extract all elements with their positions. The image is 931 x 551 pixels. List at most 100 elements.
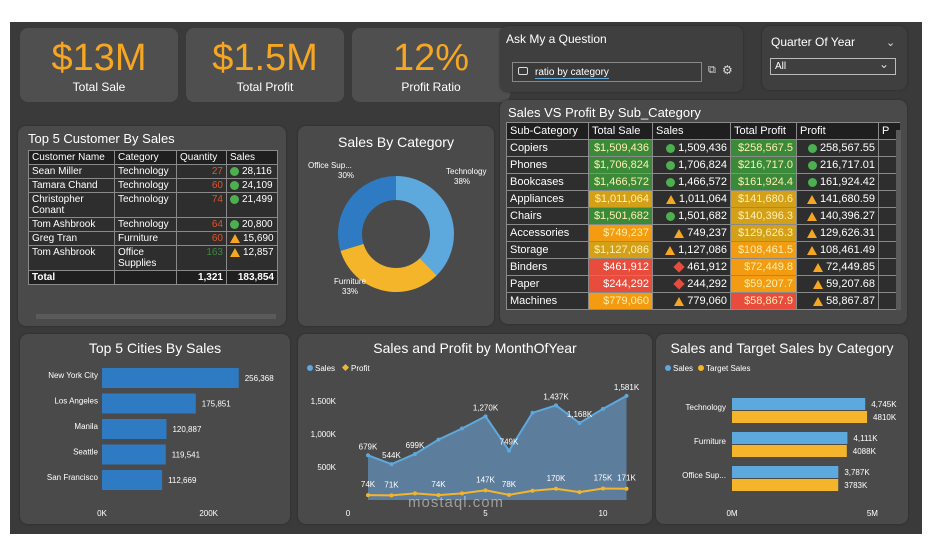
profit-point[interactable] (460, 491, 464, 496)
table-row[interactable]: Tom Ashbrook Office Supplies 163 12,857 (28, 245, 278, 271)
table-row[interactable]: Sean Miller Technology 27 28,116 (28, 164, 278, 179)
sales-point[interactable] (460, 426, 464, 431)
table-row[interactable]: Copiers $1,509,436 1,509,436 $258,567.5 … (506, 139, 900, 157)
donut-slice[interactable] (338, 176, 396, 251)
profit-point[interactable] (601, 486, 605, 491)
sales-point[interactable] (389, 462, 394, 467)
kpi-total-sale[interactable]: $13M Total Sale (20, 28, 178, 102)
col-header[interactable]: Category (114, 150, 177, 165)
customer-name: Tom Ashbrook (28, 245, 115, 271)
table-row[interactable]: Accessories $749,237 749,237 $129,626.3 … (506, 224, 900, 242)
profit-point[interactable] (389, 493, 394, 498)
city-bar[interactable] (102, 393, 196, 414)
col-header[interactable]: Quantity (176, 150, 227, 165)
sales-point[interactable] (483, 414, 488, 419)
city-bar[interactable] (102, 470, 163, 490)
col-header[interactable]: Customer Name (28, 150, 115, 165)
sales-bar[interactable] (732, 398, 866, 410)
customer-sales-cell: 28,116 (226, 164, 278, 179)
gear-icon[interactable]: ⚙ (722, 63, 733, 77)
col-header[interactable]: Profit (796, 122, 879, 140)
profit-point[interactable] (483, 488, 488, 493)
sales-point[interactable] (530, 410, 535, 415)
kpi-profit-ratio[interactable]: 12% Profit Ratio (352, 28, 510, 102)
table-row[interactable]: Machines $779,060 779,060 $58,867.9 58,8… (506, 292, 900, 310)
table-row[interactable]: Storage $1,127,086 1,127,086 $108,461.5 … (506, 241, 900, 259)
sales-bar[interactable] (732, 432, 848, 444)
qa-input[interactable]: ratio by category (512, 62, 702, 82)
profit-point[interactable] (436, 493, 441, 498)
sales-point[interactable] (507, 448, 511, 453)
table-row[interactable]: Paper $244,292 244,292 $59,207.7 59,207.… (506, 275, 900, 293)
sales-point[interactable] (577, 421, 582, 426)
subcat-sales-cell: 749,237 (652, 224, 731, 242)
sales-point[interactable] (601, 406, 605, 411)
table-row[interactable]: Greg Tran Furniture 60 15,690 (28, 231, 278, 246)
chevron-up-icon[interactable]: ⌄ (886, 37, 896, 49)
grid-icon[interactable]: ⧉ (708, 64, 716, 76)
col-header[interactable]: Sales (226, 150, 278, 165)
top-customers-title: Top 5 Customer By Sales (28, 131, 175, 146)
table-row[interactable]: Christopher Conant Technology 74 21,499 (28, 192, 278, 218)
table-row[interactable]: Tamara Chand Technology 60 24,109 (28, 178, 278, 193)
city-bar[interactable] (102, 368, 239, 388)
chat-icon (518, 67, 528, 75)
sales-bar[interactable] (732, 466, 839, 478)
customer-category: Technology (114, 164, 177, 179)
profit-point[interactable] (366, 493, 370, 498)
donut-slice[interactable] (396, 176, 454, 276)
donut-slice[interactable] (340, 243, 437, 292)
legend-sales-marker (665, 365, 671, 371)
subcat-profit-cell: 72,449.85 (796, 258, 879, 276)
sales-point[interactable] (413, 451, 417, 456)
col-header[interactable]: Total Sale (588, 122, 653, 140)
kpi-value: $1.5M (212, 37, 318, 79)
profit-point[interactable] (507, 492, 511, 497)
table-row[interactable]: Phones $1,706,824 1,706,824 $216,717.0 2… (506, 156, 900, 174)
sales-by-category-panel: Sales By Category Technology 38% Furniture… (298, 126, 494, 326)
table-row[interactable]: Appliances $1,011,064 1,011,064 $141,680… (506, 190, 900, 208)
col-header[interactable]: Sales (652, 122, 731, 140)
profit-point[interactable] (530, 488, 535, 493)
sales-point[interactable] (436, 437, 441, 442)
customer-sales-cell: 12,857 (226, 245, 278, 271)
profit-data-label: 74K (431, 480, 446, 489)
col-header[interactable]: P (878, 122, 900, 140)
subcat-extra (878, 224, 900, 242)
subcat-profit-cell: 258,567.55 (796, 139, 879, 157)
subcat-sales-cell: 1,509,436 (652, 139, 731, 157)
profit-point[interactable] (577, 490, 582, 495)
target-bar[interactable] (732, 445, 847, 457)
kpi-value: 12% (392, 37, 470, 79)
subcat-total-profit: $58,867.9 (730, 292, 797, 310)
vertical-scrollbar[interactable] (896, 130, 901, 310)
target-bar[interactable] (732, 479, 839, 491)
sales-point[interactable] (624, 393, 629, 398)
profit-line[interactable] (367, 487, 627, 497)
target-bar[interactable] (732, 411, 868, 423)
table-row[interactable]: Chairs $1,501,682 1,501,682 $140,396.3 1… (506, 207, 900, 225)
chevron-down-icon: ⌄ (878, 57, 889, 71)
table-row[interactable]: Binders $461,912 461,912 $72,449.8 72,44… (506, 258, 900, 276)
kpi-total-profit[interactable]: $1.5M Total Profit (186, 28, 344, 102)
sales-point[interactable] (366, 453, 370, 458)
profit-point[interactable] (554, 486, 558, 491)
cities-bar-chart: New York City 256,368 Los Angeles 175,851 Ma… (47, 368, 274, 518)
table-row[interactable]: Tom Ashbrook Technology 64 20,800 (28, 217, 278, 232)
profit-point[interactable] (413, 491, 417, 496)
green-circle-icon (807, 143, 817, 153)
quarter-dropdown[interactable]: All ⌄ (770, 57, 896, 75)
table-row[interactable]: Bookcases $1,466,572 1,466,572 $161,924.… (506, 173, 900, 191)
subcat-name: Bookcases (506, 173, 589, 191)
sales-point[interactable] (554, 403, 558, 408)
profit-point[interactable] (624, 486, 629, 491)
city-bar[interactable] (102, 444, 166, 465)
city-bar[interactable] (102, 419, 167, 439)
col-header[interactable]: Total Profit (730, 122, 797, 140)
subcat-sales: 749,237 (687, 227, 727, 239)
subcat-extra (878, 292, 900, 310)
col-header[interactable]: Sub-Category (506, 122, 589, 140)
subcat-total-sale: $1,127,086 (588, 241, 653, 259)
horizontal-scrollbar[interactable] (36, 314, 276, 319)
sales-line[interactable] (367, 394, 627, 466)
